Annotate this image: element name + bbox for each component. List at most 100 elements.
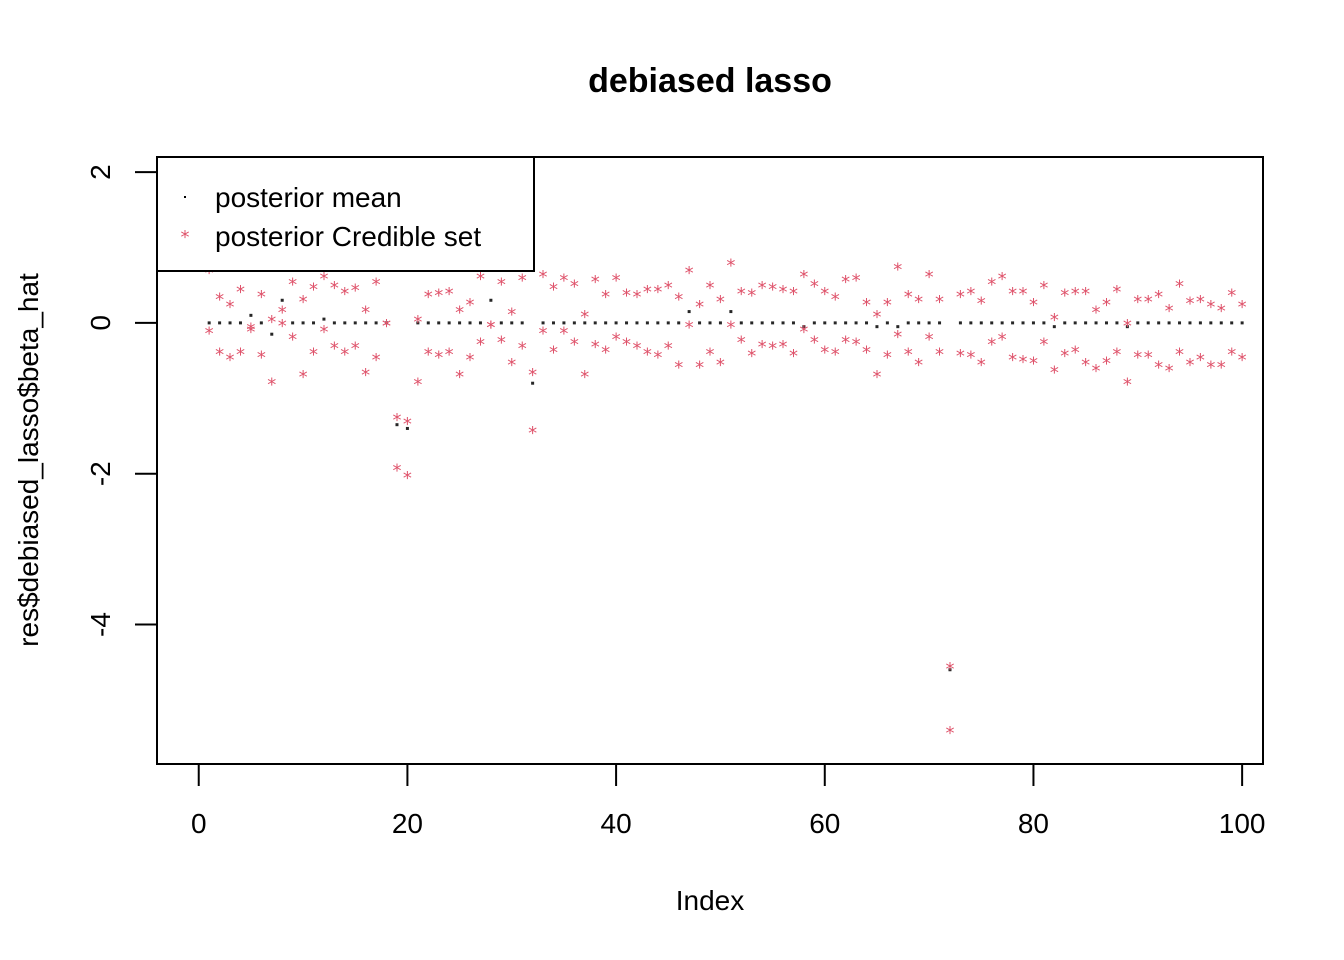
- credible-set-point: *: [956, 346, 965, 367]
- x-axis: 0 20 40 60 80 100: [191, 763, 1265, 839]
- posterior-mean-point: [1219, 321, 1223, 325]
- credible-set-point: *: [799, 322, 808, 343]
- credible-set-point: *: [747, 346, 756, 367]
- credible-set-point: *: [1175, 277, 1184, 298]
- credible-set-point: *: [998, 269, 1007, 290]
- credible-set-point: *: [612, 329, 621, 350]
- posterior-mean-point: [718, 321, 722, 325]
- posterior-mean-point: [979, 321, 983, 325]
- credible-set-point: *: [330, 278, 339, 299]
- posterior-mean-point: [917, 321, 921, 325]
- posterior-mean-point: [1000, 321, 1004, 325]
- credible-set-point: *: [215, 345, 224, 366]
- posterior-mean-point: [405, 426, 409, 430]
- posterior-mean-point: [750, 321, 754, 325]
- credible-set-point: *: [987, 335, 996, 356]
- credible-set-point: *: [1185, 355, 1194, 376]
- credible-set-point: *: [518, 271, 527, 292]
- credible-set-point: *: [841, 332, 850, 353]
- credible-set-point: *: [299, 367, 308, 388]
- credible-set-point: *: [695, 357, 704, 378]
- posterior-mean-point: [249, 313, 253, 317]
- credible-set-point: *: [925, 267, 934, 288]
- credible-set-point: *: [351, 280, 360, 301]
- posterior-mean-point: [332, 321, 336, 325]
- credible-set-point: *: [945, 723, 954, 744]
- credible-set-point: *: [1196, 292, 1205, 313]
- posterior-mean-point: [1084, 321, 1088, 325]
- credible-set-point: *: [1060, 346, 1069, 367]
- credible-set-point: *: [632, 339, 641, 360]
- x-tick-label: 20: [392, 808, 423, 839]
- legend: * posterior mean posterior Credible set: [156, 156, 535, 272]
- credible-set-point: *: [758, 278, 767, 299]
- credible-set-point: *: [372, 350, 381, 371]
- credible-set-point: *: [455, 367, 464, 388]
- credible-set-point: *: [497, 274, 506, 295]
- posterior-mean-point: [1136, 321, 1140, 325]
- posterior-mean-point: [1011, 321, 1015, 325]
- posterior-mean-point: [228, 321, 232, 325]
- credible-set-point: *: [966, 284, 975, 305]
- posterior-mean-point: [499, 321, 503, 325]
- credible-set-point: *: [340, 284, 349, 305]
- credible-set-point: *: [1019, 352, 1028, 373]
- posterior-mean-point: [1021, 321, 1025, 325]
- posterior-mean-point: [458, 321, 462, 325]
- credible-set-point: *: [653, 282, 662, 303]
- credible-set-point: *: [1039, 335, 1048, 356]
- credible-set-point: *: [1039, 278, 1048, 299]
- credible-set-point: *: [1008, 350, 1017, 371]
- credible-set-point: *: [413, 375, 422, 396]
- credible-set-point: *: [893, 327, 902, 348]
- credible-set-point: *: [810, 332, 819, 353]
- credible-set-point: *: [643, 345, 652, 366]
- credible-set-point: *: [330, 339, 339, 360]
- credible-set-point: *: [1050, 310, 1059, 331]
- y-axis-label: res$debiased_lasso$beta_hat: [13, 273, 44, 647]
- credible-set-point: *: [246, 320, 255, 341]
- credible-set-point: *: [1227, 345, 1236, 366]
- credible-set-point: *: [382, 316, 391, 337]
- posterior-mean-point: [1115, 321, 1119, 325]
- credible-set-point: *: [267, 312, 276, 333]
- credible-set-point: *: [768, 339, 777, 360]
- credible-set-point: *: [904, 345, 913, 366]
- credible-set-point: *: [497, 332, 506, 353]
- credible-set-point: *: [455, 302, 464, 323]
- credible-set-point: *: [246, 322, 255, 343]
- credible-set-point: *: [810, 277, 819, 298]
- posterior-mean-point: [364, 321, 368, 325]
- credible-set-point: *: [1175, 345, 1184, 366]
- posterior-mean-point: [259, 321, 263, 325]
- posterior-mean-point: [990, 321, 994, 325]
- credible-set-point: *: [1112, 282, 1121, 303]
- credible-set-point: *: [1029, 354, 1038, 375]
- credible-set-point: *: [309, 280, 318, 301]
- posterior-mean-point: [1230, 321, 1234, 325]
- credible-set-point: *: [351, 339, 360, 360]
- posterior-mean-point: [551, 321, 555, 325]
- posterior-mean-point: [583, 321, 587, 325]
- x-tick-label: 40: [601, 808, 632, 839]
- credible-set-point: *: [653, 348, 662, 369]
- posterior-mean-point: [1073, 321, 1077, 325]
- credible-set-point: *: [340, 345, 349, 366]
- credible-set-point: *: [601, 342, 610, 363]
- posterior-mean-point: [437, 321, 441, 325]
- credible-set-point: *: [883, 348, 892, 369]
- legend-mean-label: posterior mean: [215, 182, 402, 213]
- credible-set-point: *: [539, 323, 548, 344]
- posterior-mean-point: [301, 321, 305, 325]
- credible-set-point: *: [486, 317, 495, 338]
- posterior-mean-point: [572, 321, 576, 325]
- credible-set-point: *: [476, 269, 485, 290]
- posterior-mean-point: [1146, 321, 1150, 325]
- credible-set-point: *: [862, 342, 871, 363]
- credible-set-point: *: [768, 280, 777, 301]
- chart-title: debiased lasso: [588, 62, 832, 100]
- credible-set-point: *: [852, 335, 861, 356]
- posterior-mean-point: [1042, 321, 1046, 325]
- posterior-mean-point: [1240, 321, 1244, 325]
- posterior-mean-point: [374, 321, 378, 325]
